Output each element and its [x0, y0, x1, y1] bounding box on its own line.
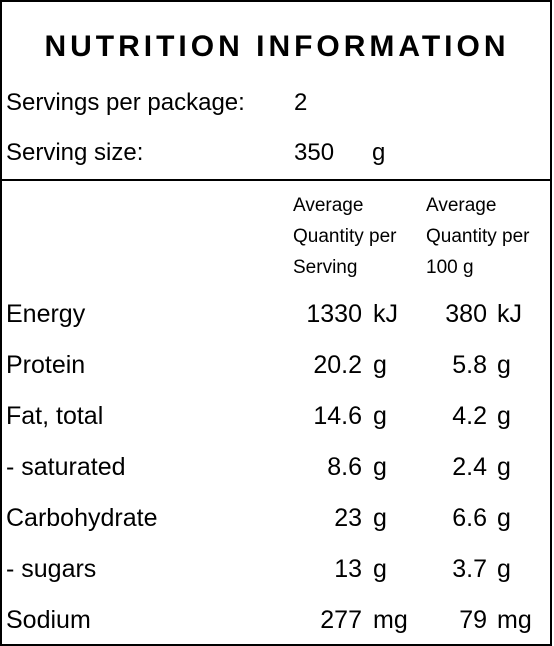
- per-serving-unit: g: [373, 504, 387, 532]
- column-header-line: Quantity per: [426, 226, 530, 247]
- servings-value: 2: [294, 89, 308, 116]
- column-header-line: Average: [426, 195, 497, 216]
- per-100g-value: 3.7: [452, 555, 487, 583]
- nutrient-label: Sodium: [6, 606, 91, 634]
- per-100g-unit: g: [497, 504, 511, 532]
- column-header-line: Quantity per: [293, 226, 397, 247]
- per-100g-unit: kJ: [497, 300, 522, 328]
- nutrient-label: Fat, total: [6, 402, 104, 430]
- serving-size-value: 350: [294, 139, 335, 166]
- per-100g-value: 4.2: [452, 402, 487, 430]
- nutrient-label: Protein: [6, 351, 86, 379]
- per-100g-unit: g: [497, 351, 511, 379]
- serving-size-label: Serving size:: [6, 139, 144, 166]
- per-100g-value: 5.8: [452, 351, 487, 379]
- per-serving-unit: g: [373, 351, 387, 379]
- column-header-per-serving: Average Quantity per Serving: [293, 190, 397, 283]
- per-serving-value: 277: [320, 606, 362, 634]
- per-100g-value: 2.4: [452, 453, 487, 481]
- per-100g-unit: mg: [497, 606, 532, 634]
- nutrient-label: - saturated: [6, 453, 126, 481]
- per-100g-value: 380: [445, 300, 487, 328]
- per-serving-unit: g: [373, 453, 387, 481]
- per-100g-value: 79: [459, 606, 487, 634]
- column-header-line: Average: [293, 195, 364, 216]
- nutrient-label: Carbohydrate: [6, 504, 158, 532]
- per-serving-unit: kJ: [373, 300, 398, 328]
- column-header-per-100g: Average Quantity per 100 g: [426, 190, 530, 283]
- panel-title: NUTRITION INFORMATION: [44, 30, 510, 63]
- per-serving-unit: g: [373, 555, 387, 583]
- per-serving-value: 23: [334, 504, 362, 532]
- per-100g-unit: g: [497, 402, 511, 430]
- column-header-line: 100 g: [426, 257, 474, 278]
- per-serving-unit: mg: [373, 606, 408, 634]
- column-header-line: Serving: [293, 257, 358, 278]
- per-serving-value: 20.2: [313, 351, 362, 379]
- per-100g-value: 6.6: [452, 504, 487, 532]
- per-serving-value: 14.6: [313, 402, 362, 430]
- header-divider: [2, 179, 552, 181]
- per-serving-value: 8.6: [327, 453, 362, 481]
- per-100g-unit: g: [497, 555, 511, 583]
- nutrient-label: Energy: [6, 300, 86, 328]
- per-100g-unit: g: [497, 453, 511, 481]
- nutrient-label: - sugars: [6, 555, 97, 583]
- serving-size-unit: g: [372, 139, 386, 166]
- per-serving-unit: g: [373, 402, 387, 430]
- servings-label: Servings per package:: [6, 89, 245, 116]
- per-serving-value: 1330: [306, 300, 362, 328]
- per-serving-value: 13: [334, 555, 362, 583]
